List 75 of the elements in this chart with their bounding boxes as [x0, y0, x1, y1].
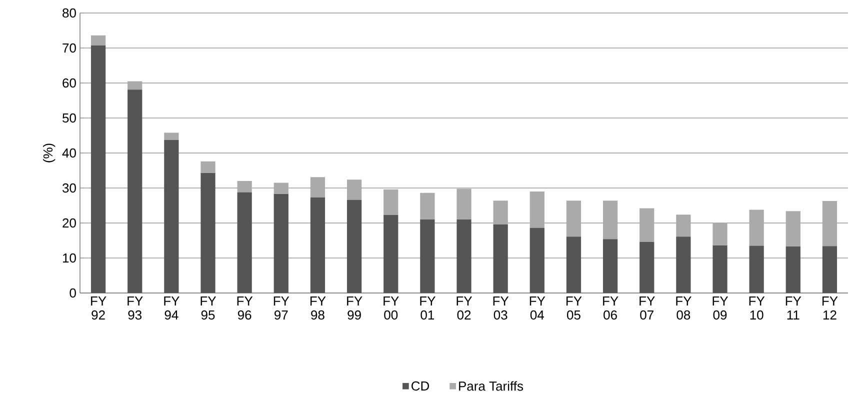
bar	[493, 200, 508, 224]
x-tick-label: FY 96	[237, 296, 253, 320]
bar	[274, 194, 288, 293]
bar	[602, 200, 618, 240]
y-tick-label: 50	[62, 113, 76, 123]
bar	[530, 192, 544, 228]
y-tick-label: 10	[62, 253, 76, 263]
x-tick-label: FY 97	[274, 296, 290, 320]
bar	[676, 236, 691, 293]
bar	[749, 210, 764, 246]
x-tick-label: FY 09	[712, 296, 728, 320]
bar	[493, 224, 508, 293]
legend-label: Para Tariffs	[459, 381, 524, 391]
bar	[200, 172, 216, 293]
x-tick-label: FY 92	[91, 296, 106, 320]
bar	[602, 239, 618, 293]
x-tick-label: FY 93	[128, 296, 143, 320]
bar	[420, 192, 435, 220]
bar	[786, 246, 800, 293]
bar	[346, 200, 362, 293]
y-tick-label: 40	[62, 148, 76, 158]
x-tick-label: FY 11	[786, 296, 802, 320]
y-axis-title: (%)	[43, 144, 56, 162]
bar	[712, 245, 728, 293]
x-tick-label: FY 08	[676, 296, 692, 320]
bar	[822, 246, 838, 293]
y-tick-label: 0	[70, 288, 76, 298]
x-tick-label: FY 05	[566, 296, 582, 320]
bar	[566, 236, 582, 293]
bar	[420, 220, 435, 293]
bar	[384, 189, 398, 215]
bar	[640, 208, 654, 242]
bar	[128, 81, 142, 90]
bar	[310, 177, 326, 198]
bar	[237, 181, 252, 192]
bar	[566, 200, 582, 237]
bar	[237, 192, 252, 293]
bar	[164, 132, 179, 140]
x-tick-label: FY 99	[347, 296, 362, 320]
bar	[164, 140, 179, 293]
bar	[456, 188, 472, 220]
x-tick-label: FY 00	[384, 296, 399, 320]
legend-label: CD	[412, 381, 430, 391]
y-tick-label: 70	[62, 43, 76, 53]
x-tick-label: FY 06	[603, 296, 618, 320]
x-tick-label: FY 01	[420, 296, 436, 320]
bar	[786, 211, 800, 246]
bar	[676, 214, 691, 237]
bar	[640, 242, 654, 293]
y-tick-label: 60	[62, 78, 76, 88]
y-tick-label: 80	[62, 8, 76, 18]
bar	[274, 182, 288, 194]
bar	[346, 180, 362, 200]
bar	[310, 197, 326, 293]
x-tick-label: FY 07	[640, 296, 655, 320]
x-tick-label: FY 98	[310, 296, 326, 320]
bar	[749, 246, 764, 293]
x-tick-label: FY 95	[200, 296, 216, 320]
x-tick-label: FY 12	[822, 296, 838, 320]
x-tick-label: FY 04	[530, 296, 546, 320]
bar	[90, 45, 106, 293]
bar	[712, 223, 728, 246]
x-tick-label: FY 94	[164, 296, 180, 320]
bar	[384, 214, 398, 293]
bar	[90, 35, 106, 46]
bar	[530, 228, 544, 293]
x-tick-label: FY 10	[749, 296, 765, 320]
bar	[128, 90, 142, 293]
y-tick-label: 20	[62, 218, 76, 228]
bar	[200, 161, 216, 173]
x-tick-label: FY 03	[493, 296, 509, 320]
bar	[822, 200, 838, 246]
x-tick-label: FY 02	[456, 296, 472, 320]
y-tick-label: 30	[62, 183, 76, 193]
bar	[456, 220, 472, 293]
